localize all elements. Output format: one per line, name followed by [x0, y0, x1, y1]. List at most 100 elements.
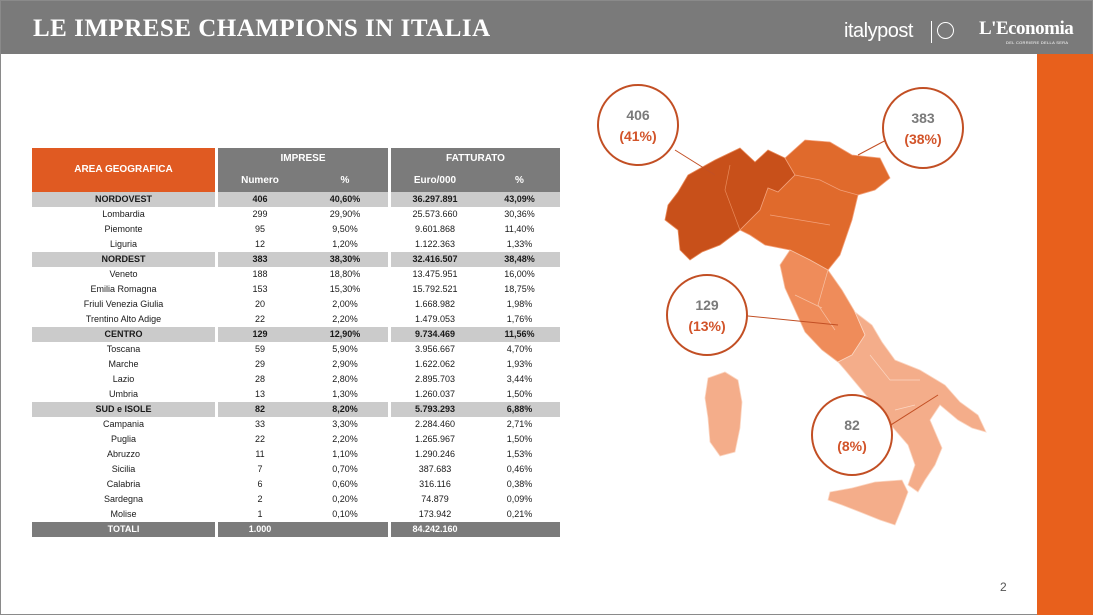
row-pct: 0,60% [332, 479, 358, 489]
row-numero: 6 [257, 479, 263, 489]
table-row: Molise 1 0,10% 173.942 0,21% [32, 507, 560, 522]
table-body: NORDOVEST 406 40,60% 36.297.891 43,09% Lombar… [32, 192, 560, 537]
row-euro: 2.284.460 [414, 419, 456, 429]
row-name: SUD e ISOLE [32, 402, 215, 417]
row-name: Emilia Romagna [90, 284, 157, 294]
row-pct2: 0,09% [506, 494, 533, 504]
callout-nordest-pct: (38%) [904, 131, 941, 147]
fatturato-pct-header: % [479, 170, 560, 192]
table-row: Campania 33 3,30% 2.284.460 2,71% [32, 417, 560, 432]
table-row: Trentino Alto Adige 22 2,20% 1.479.053 1,76% [32, 312, 560, 327]
row-euro: 15.792.521 [412, 284, 458, 294]
row-pct: 0,20% [332, 494, 358, 504]
logo-divider [931, 21, 932, 43]
row-euro: 3.956.667 [414, 344, 456, 354]
row-euro: 9.734.469 [391, 327, 479, 342]
row-name: Lazio [112, 374, 135, 384]
table-row: Sardegna 2 0,20% 74.879 0,09% [32, 492, 560, 507]
row-euro: 25.573.660 [412, 209, 458, 219]
italypost-emblem-icon [937, 22, 954, 39]
row-pct: 2,90% [332, 359, 358, 369]
row-name: NORDEST [32, 252, 215, 267]
row-pct2: 6,88% [479, 402, 560, 417]
row-name: Toscana [106, 344, 141, 354]
row-numero: 13 [254, 389, 265, 399]
row-pct: 9,50% [332, 224, 358, 234]
table-row: Puglia 22 2,20% 1.265.967 1,50% [32, 432, 560, 447]
region-row: NORDEST 383 38,30% 32.416.507 38,48% [32, 252, 560, 267]
row-name: Piemonte [104, 224, 143, 234]
row-pct2: 1,53% [506, 449, 533, 459]
row-name: Calabria [106, 479, 141, 489]
row-pct2: 0,46% [506, 464, 533, 474]
row-pct2: 18,75% [504, 284, 535, 294]
row-euro: 74.879 [421, 494, 449, 504]
area-header: AREA GEOGRAFICA [32, 148, 215, 192]
row-pct2: 43,09% [479, 192, 560, 207]
italy-map: 406 (41%) 383 (38%) 129 (13%) 82 (8%) [597, 84, 987, 526]
row-pct2: 11,40% [504, 224, 535, 234]
row-numero: 22 [254, 314, 265, 324]
row-numero: 153 [252, 284, 268, 294]
row-pct [302, 522, 388, 537]
row-name: Sardegna [103, 494, 144, 504]
row-euro: 1.622.062 [414, 359, 456, 369]
row-pct: 1,10% [332, 449, 358, 459]
total-row: TOTALI 1.000 84.242.160 [32, 522, 560, 537]
row-pct2: 1,33% [506, 239, 533, 249]
page-title: LE IMPRESE CHAMPIONS IN ITALIA [33, 15, 491, 42]
row-name: Sicilia [111, 464, 136, 474]
row-pct2: 4,70% [506, 344, 533, 354]
row-pct: 2,00% [332, 299, 358, 309]
map-island-sicilia [827, 479, 909, 526]
row-pct: 2,20% [332, 434, 358, 444]
row-pct2: 1,50% [506, 389, 533, 399]
row-numero: 28 [254, 374, 265, 384]
region-row: CENTRO 129 12,90% 9.734.469 11,56% [32, 327, 560, 342]
row-numero: 1 [257, 509, 263, 519]
callout-sud-num: 82 [844, 417, 860, 433]
row-euro: 173.942 [418, 509, 452, 519]
row-pct2: 0,21% [506, 509, 533, 519]
map-island-sardegna [704, 371, 743, 457]
callout-sud: 82 (8%) [811, 394, 893, 476]
imprese-header: IMPRESE [218, 148, 388, 170]
row-pct2: 1,76% [506, 314, 533, 324]
row-pct: 0,10% [332, 509, 358, 519]
row-pct: 3,30% [332, 419, 358, 429]
row-euro: 387.683 [418, 464, 452, 474]
row-pct2: 11,56% [479, 327, 560, 342]
row-pct: 0,70% [332, 464, 358, 474]
row-numero: 12 [254, 239, 265, 249]
row-euro: 316.116 [419, 479, 451, 489]
economia-logo-subtitle: DEL CORRIERE DELLA SERA [1006, 40, 1069, 45]
row-name: Liguria [109, 239, 138, 249]
callout-centro-pct: (13%) [688, 318, 725, 334]
row-euro: 1.265.967 [414, 434, 456, 444]
row-numero: 20 [254, 299, 265, 309]
row-pct: 29,90% [329, 209, 361, 219]
row-name: Molise [110, 509, 137, 519]
row-pct2: 3,44% [506, 374, 533, 384]
table-row: Emilia Romagna 153 15,30% 15.792.521 18,75% [32, 282, 560, 297]
table-row: Piemonte 95 9,50% 9.601.868 11,40% [32, 222, 560, 237]
row-pct2: 30,36% [504, 209, 535, 219]
row-name: Marche [108, 359, 139, 369]
row-euro: 36.297.891 [391, 192, 479, 207]
row-numero: 33 [254, 419, 265, 429]
table-row: Sicilia 7 0,70% 387.683 0,46% [32, 462, 560, 477]
table-row: Lombardia 299 29,90% 25.573.660 30,36% [32, 207, 560, 222]
row-pct: 1,20% [332, 239, 358, 249]
accent-sidebar [1037, 54, 1093, 615]
table-row: Abruzzo 11 1,10% 1.290.246 1,53% [32, 447, 560, 462]
row-pct: 1,30% [332, 389, 358, 399]
row-numero: 188 [252, 269, 268, 279]
row-euro: 84.242.160 [391, 522, 479, 537]
row-pct2 [479, 522, 560, 537]
row-pct2: 1,98% [506, 299, 533, 309]
row-name: TOTALI [32, 522, 215, 537]
row-name: Puglia [110, 434, 137, 444]
row-numero: 1.000 [218, 522, 302, 537]
row-pct2: 0,38% [506, 479, 533, 489]
row-name: Friuli Venezia Giulia [83, 299, 164, 309]
